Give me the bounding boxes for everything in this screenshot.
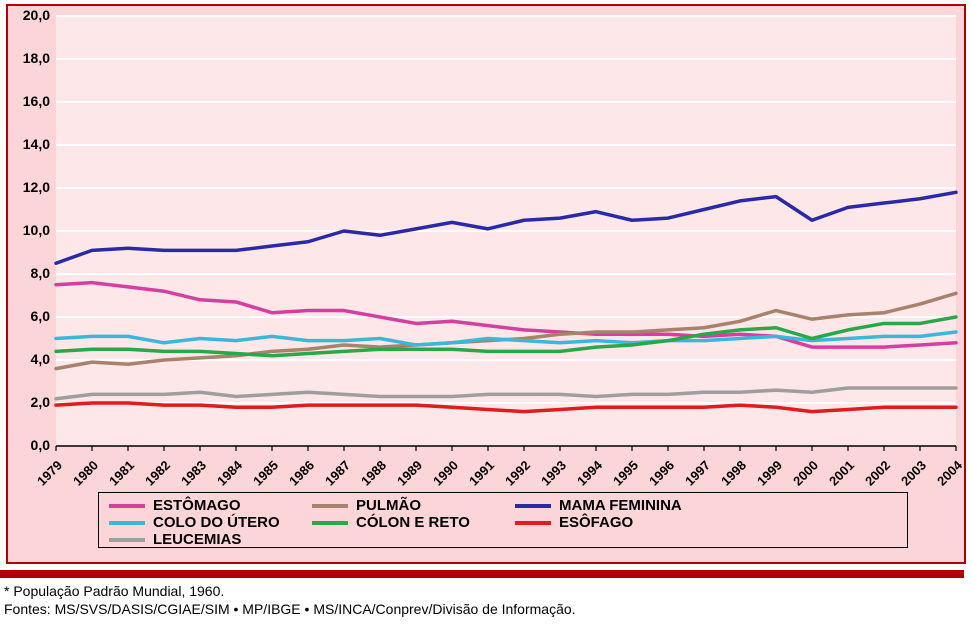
legend-label: ESÔFAGO — [559, 514, 633, 531]
chart-card: ESTÔMAGO PULMÃO MAMA FEMININA COLO DO ÚTERO… — [6, 4, 966, 564]
y-tick-label: 16,0 — [10, 93, 50, 109]
legend-swatch — [312, 521, 348, 525]
legend-swatch — [109, 538, 145, 542]
legend-item: ESÔFAGO — [515, 514, 700, 531]
legend-swatch — [515, 504, 551, 508]
legend-label: COLO DO ÚTERO — [153, 514, 280, 531]
footnote-population: * População Padrão Mundial, 1960. — [4, 582, 576, 600]
y-tick-label: 2,0 — [10, 394, 50, 410]
y-tick-label: 4,0 — [10, 351, 50, 367]
y-tick-label: 8,0 — [10, 265, 50, 281]
y-tick-label: 20,0 — [10, 7, 50, 23]
legend-item: CÓLON E RETO — [312, 514, 497, 531]
legend-label: MAMA FEMININA — [559, 497, 682, 514]
legend-item: LEUCEMIAS — [109, 531, 294, 548]
legend-swatch — [312, 504, 348, 508]
legend-item: COLO DO ÚTERO — [109, 514, 294, 531]
legend: ESTÔMAGO PULMÃO MAMA FEMININA COLO DO ÚTERO… — [98, 492, 908, 548]
footnotes: * População Padrão Mundial, 1960. Fontes… — [4, 582, 576, 618]
legend-label: LEUCEMIAS — [153, 531, 241, 548]
y-tick-label: 12,0 — [10, 179, 50, 195]
y-tick-label: 6,0 — [10, 308, 50, 324]
legend-swatch — [109, 504, 145, 508]
y-tick-label: 10,0 — [10, 222, 50, 238]
footnote-sources: Fontes: MS/SVS/DASIS/CGIAE/SIM • MP/IBGE… — [4, 600, 576, 618]
y-tick-label: 0,0 — [10, 437, 50, 453]
legend-label: ESTÔMAGO — [153, 497, 241, 514]
legend-swatch — [109, 521, 145, 525]
accent-strip — [0, 570, 964, 578]
legend-swatch — [515, 521, 551, 525]
legend-item: MAMA FEMININA — [515, 497, 725, 514]
y-tick-label: 14,0 — [10, 136, 50, 152]
legend-item: PULMÃO — [312, 497, 497, 514]
legend-item: ESTÔMAGO — [109, 497, 294, 514]
legend-label: PULMÃO — [356, 497, 421, 514]
y-tick-label: 18,0 — [10, 50, 50, 66]
legend-label: CÓLON E RETO — [356, 514, 470, 531]
